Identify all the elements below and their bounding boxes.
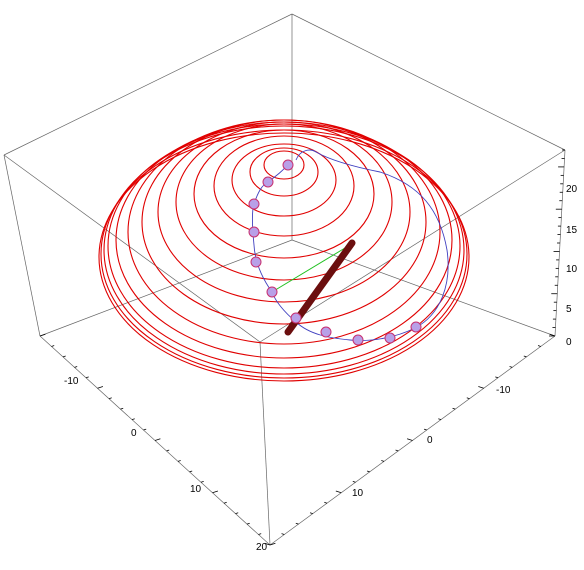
tick-mark — [509, 366, 513, 368]
tick-mark — [309, 512, 313, 515]
tick-mark — [537, 345, 541, 347]
tick-mark — [381, 460, 385, 462]
z-tick-label: 20 — [566, 184, 578, 195]
tick-mark — [235, 512, 239, 515]
tick-mark — [281, 533, 285, 535]
tick-mark — [97, 386, 104, 389]
tick-mark — [39, 333, 46, 337]
tick-mark — [264, 542, 271, 546]
tick-mark — [223, 501, 227, 504]
tick-mark — [143, 428, 147, 431]
tick-mark — [495, 376, 499, 379]
tick-mark — [200, 481, 204, 483]
x-tick-label: -10 — [64, 376, 79, 387]
axis-ticks — [39, 149, 565, 546]
spiral-ring — [193, 129, 375, 259]
tick-mark — [166, 449, 170, 452]
spiral-ring — [175, 123, 393, 281]
z-tick-label: 10 — [566, 264, 578, 275]
bounding-box — [3, 13, 566, 546]
tick-mark — [335, 490, 342, 494]
spiral-ring — [263, 150, 305, 180]
spiral-ring — [213, 135, 355, 237]
spiral-ring — [103, 125, 465, 375]
tick-mark — [406, 438, 413, 441]
tick-mark — [74, 366, 78, 368]
y-axis-labels: -10 0 10 — [352, 385, 511, 499]
tick-mark — [452, 407, 456, 410]
tick-mark — [438, 418, 442, 420]
x-axis-labels: -10 0 10 20 — [64, 376, 268, 553]
bead — [384, 332, 396, 344]
bead — [352, 334, 364, 346]
bead — [290, 312, 302, 324]
tick-mark — [466, 397, 470, 400]
spiral-curve — [98, 119, 470, 382]
tick-mark — [177, 460, 181, 462]
spiral-ring — [115, 121, 453, 359]
tick-mark — [395, 449, 399, 452]
tick-mark — [423, 428, 427, 431]
z-tick-label: 15 — [566, 225, 578, 236]
tick-mark — [258, 533, 262, 535]
tick-mark — [131, 418, 135, 420]
z-tick-label: 5 — [566, 304, 572, 315]
bead — [266, 286, 278, 298]
bead — [410, 321, 422, 333]
tick-mark — [352, 481, 356, 483]
z-axis-labels: 0 5 10 15 20 — [566, 184, 578, 348]
spiral-ring — [100, 129, 468, 379]
tick-mark — [62, 355, 66, 358]
tick-mark — [246, 522, 250, 525]
tick-mark — [366, 470, 370, 473]
spiral-ring — [98, 132, 470, 382]
beads-group — [248, 159, 422, 346]
bead — [250, 256, 262, 268]
tick-mark — [108, 397, 112, 400]
tick-mark — [189, 470, 193, 473]
z-tick-label: 0 — [566, 337, 572, 348]
tick-mark — [324, 501, 328, 504]
bead — [262, 176, 274, 188]
y-tick-label: -10 — [496, 385, 511, 396]
spiral-ring — [231, 143, 337, 217]
tick-mark — [85, 376, 89, 379]
spiral-ring — [107, 123, 461, 369]
spiral-ring — [157, 121, 411, 303]
tick-mark — [154, 438, 161, 441]
tick-mark — [51, 345, 55, 347]
spiral-ring — [249, 147, 319, 197]
tick-mark — [120, 407, 124, 410]
bead — [248, 198, 260, 210]
x-tick-label: 10 — [190, 484, 202, 495]
x-tick-label: 0 — [131, 428, 137, 439]
bead — [320, 326, 332, 338]
x-tick-label: 20 — [256, 542, 268, 553]
tick-mark — [269, 542, 276, 546]
tick-mark — [478, 386, 484, 389]
bead — [248, 226, 260, 238]
tick-mark — [212, 490, 219, 494]
y-tick-label: 0 — [427, 435, 433, 446]
y-tick-label: 10 — [352, 488, 364, 499]
link-line — [271, 244, 351, 293]
tick-mark — [523, 355, 527, 358]
tick-mark — [295, 522, 299, 525]
bead — [282, 159, 294, 171]
spiral-ring — [127, 119, 441, 345]
